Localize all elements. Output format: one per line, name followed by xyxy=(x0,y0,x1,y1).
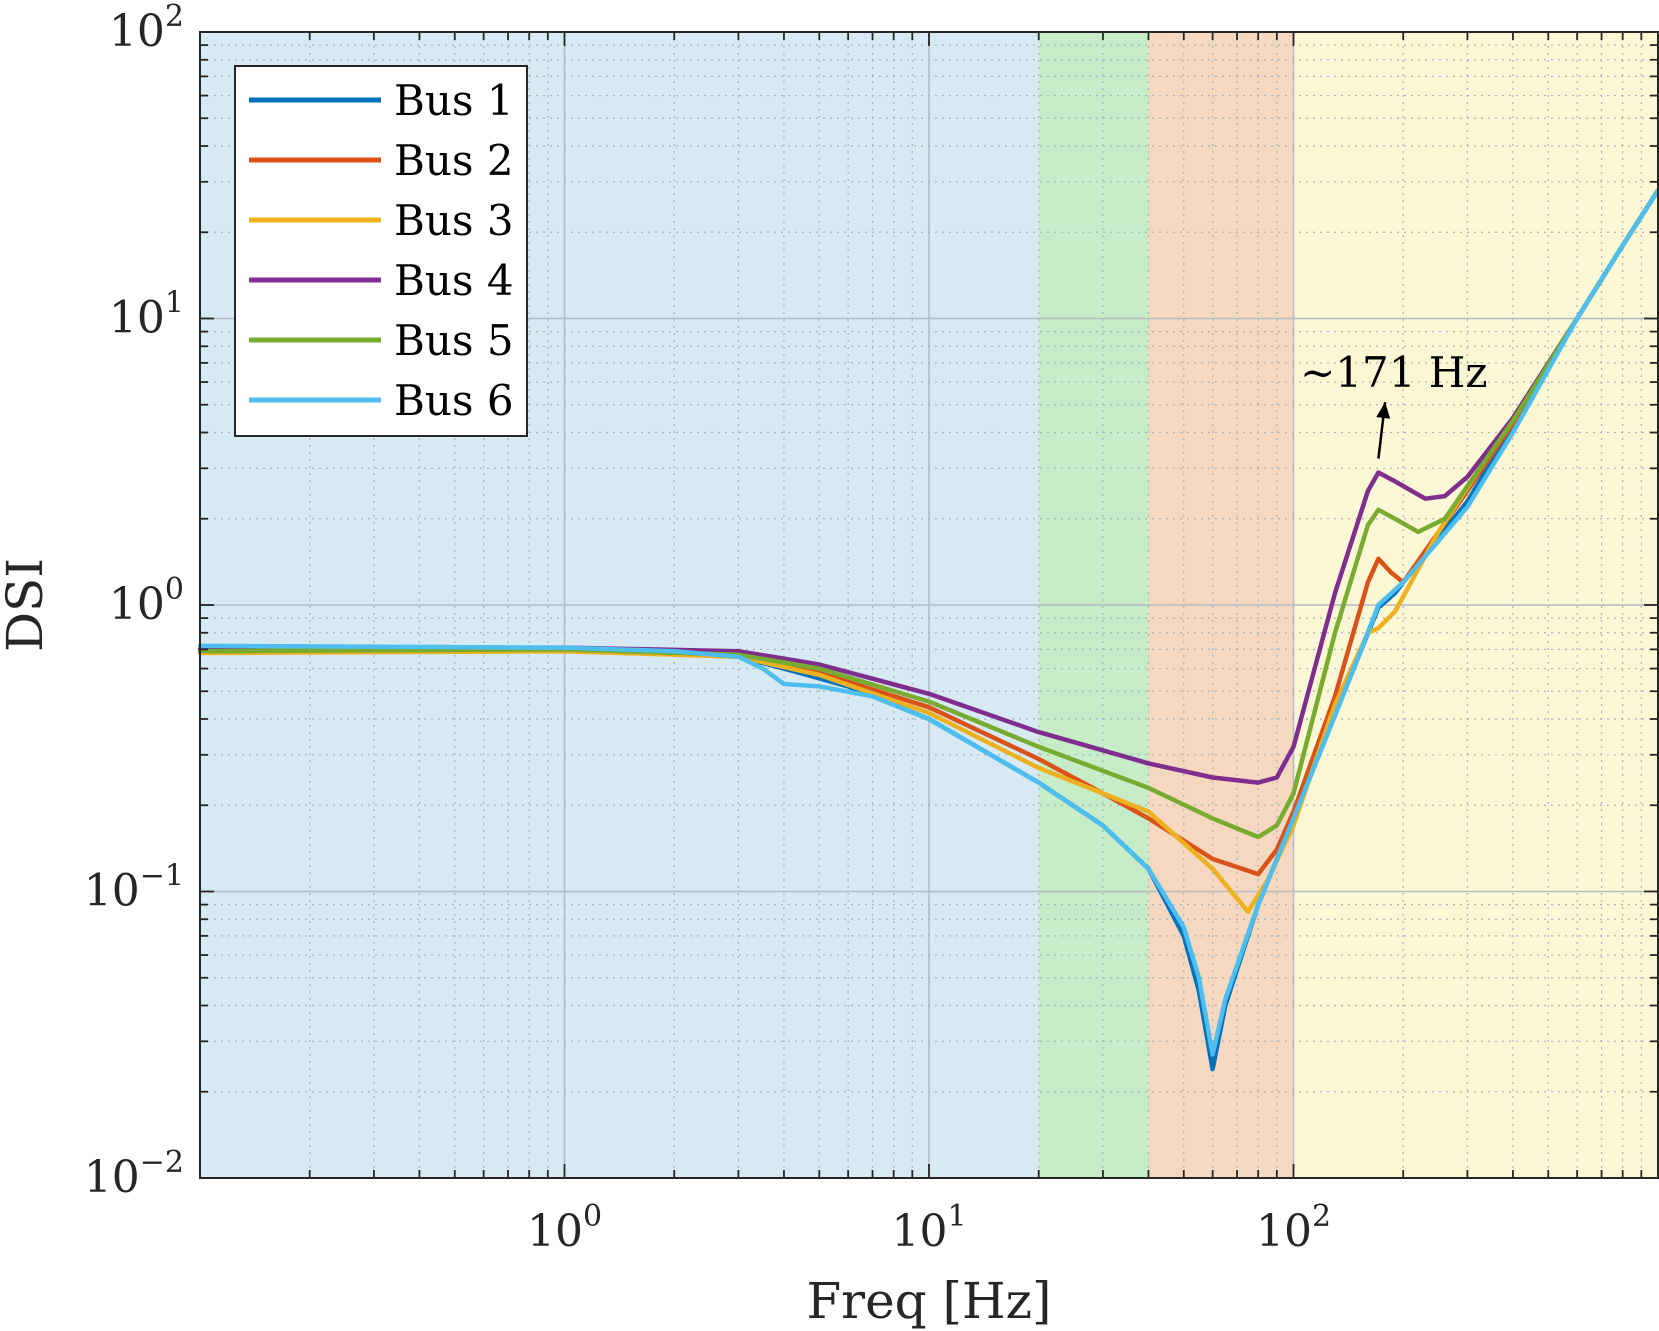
legend-label-bus-1: Bus 1 xyxy=(394,76,514,125)
legend-label-bus-3: Bus 3 xyxy=(394,196,514,245)
y-tick-label: 10−1 xyxy=(84,859,184,917)
y-tick-label: 100 xyxy=(109,572,184,630)
legend-box xyxy=(234,65,528,437)
series-line-bus-4 xyxy=(197,188,1659,785)
annotation-label: ~171 Hz xyxy=(1300,348,1487,397)
axis-ticks xyxy=(200,32,1658,1178)
x-tick-label: 101 xyxy=(891,1199,966,1257)
legend-label-bus-4: Bus 4 xyxy=(394,256,514,305)
legend-label-bus-5: Bus 5 xyxy=(394,316,514,365)
x-tick-label: 102 xyxy=(1256,1199,1331,1257)
legend: Bus 1 Bus 2 Bus 3 Bus 4 Bus 5 Bus 6 xyxy=(234,65,528,437)
major-grid xyxy=(200,32,1658,1178)
series-line-bus-6 xyxy=(197,188,1659,1057)
y-tick-label: 102 xyxy=(109,0,184,57)
series-lines xyxy=(197,188,1659,1072)
x-tick-label: 100 xyxy=(527,1199,602,1257)
y-axis-label: DSI xyxy=(0,558,54,652)
series-line-bus-5 xyxy=(197,188,1659,840)
y-tick-label: 10−2 xyxy=(84,1145,184,1203)
peak-annotation: ~171 Hz xyxy=(1300,348,1488,459)
tick-labels: 100 101 102 10−2 10−1 100 101 102 xyxy=(84,0,1331,1257)
legend-label-bus-6: Bus 6 xyxy=(394,376,514,425)
annotation-arrowhead xyxy=(1376,402,1391,419)
legend-label-bus-2: Bus 2 xyxy=(394,136,514,185)
y-tick-label: 101 xyxy=(109,286,184,344)
x-axis-label: Freq [Hz] xyxy=(806,1272,1051,1330)
